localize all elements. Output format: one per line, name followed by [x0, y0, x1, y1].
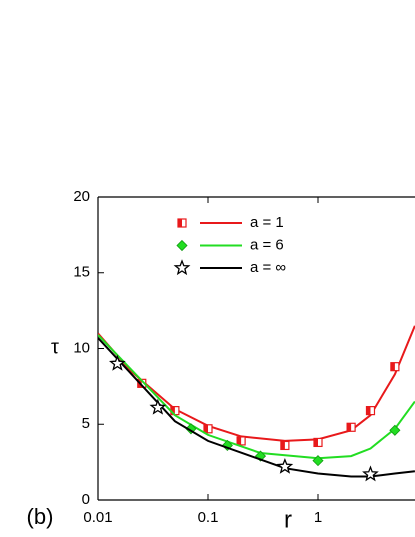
- marker: [313, 437, 323, 448]
- marker: [389, 424, 401, 436]
- y-axis-label: τ: [51, 336, 59, 358]
- legend-marker: [177, 218, 187, 228]
- marker: [365, 406, 376, 416]
- y-tick-label: 0: [82, 491, 90, 508]
- marker-half: [314, 438, 318, 447]
- marker: [236, 436, 246, 446]
- marker-half: [280, 441, 285, 450]
- x-tick-label: 1: [314, 509, 322, 526]
- marker: [149, 398, 167, 415]
- marker-half: [366, 406, 371, 415]
- marker: [109, 354, 126, 371]
- y-tick-label: 20: [73, 188, 90, 205]
- x-axis-label: r: [284, 506, 292, 533]
- legend-marker: [173, 259, 191, 276]
- marker-half: [390, 362, 395, 371]
- marker: [276, 457, 294, 474]
- annotation: (b): [27, 504, 54, 529]
- marker-half: [204, 424, 208, 433]
- x-tick-label: 0.01: [83, 509, 112, 526]
- legend-label: a = 1: [250, 214, 284, 231]
- x-tick-label: 0.1: [198, 509, 219, 526]
- marker: [203, 424, 213, 434]
- y-tick-label: 10: [73, 339, 90, 356]
- fit-line: [98, 337, 415, 478]
- marker-half: [347, 423, 352, 432]
- fit-line: [98, 334, 415, 460]
- marker: [362, 465, 379, 482]
- marker-half: [237, 436, 242, 445]
- marker: [312, 455, 324, 467]
- legend-label: a = 6: [250, 236, 284, 253]
- y-tick-label: 15: [73, 264, 90, 281]
- marker: [280, 440, 290, 451]
- legend-marker: [176, 239, 188, 252]
- legend-label: a = ∞: [250, 259, 286, 276]
- y-tick-label: 5: [82, 415, 90, 432]
- plot-area: [98, 325, 415, 482]
- marker-half: [170, 406, 175, 415]
- marker-half: [178, 219, 182, 227]
- marker: [346, 422, 356, 432]
- marker: [390, 362, 400, 372]
